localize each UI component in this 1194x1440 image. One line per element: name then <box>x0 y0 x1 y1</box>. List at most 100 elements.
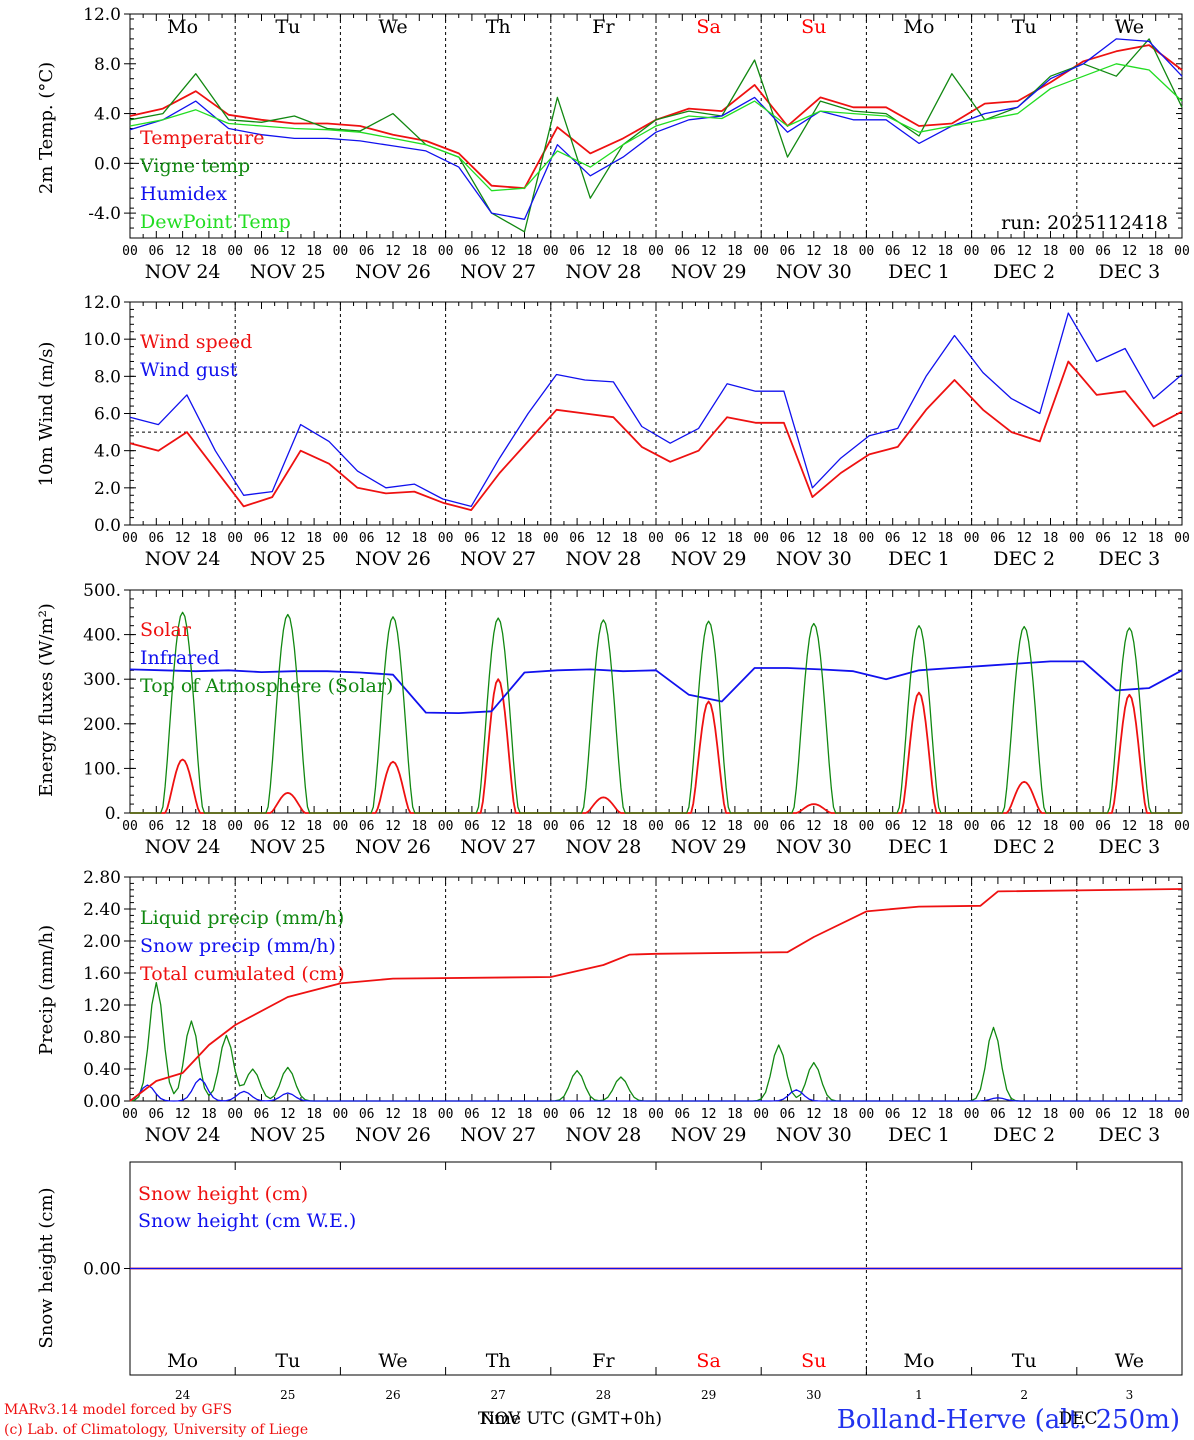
energy-hour-label: 00 <box>859 819 875 834</box>
snow-legend-blue: Snow height (cm W.E.) <box>138 1210 356 1232</box>
temperature-hour-label: 06 <box>254 244 270 259</box>
precip-date-label: DEC 3 <box>1099 1124 1161 1146</box>
temperature-hour-label: 00 <box>1174 244 1190 259</box>
temperature-hour-label: 12 <box>490 244 506 259</box>
text-layer: -4.00.04.08.012.02m Temp. (°C)00 06 12 18 00… <box>36 5 1190 1402</box>
energy-hour-label: 12 <box>596 819 612 834</box>
wind-hour-label: 00 <box>122 531 138 546</box>
wind-hour-label: 00 <box>1174 531 1190 546</box>
temperature-hour-label: 00 <box>122 244 138 259</box>
wind-hour-label: 12 <box>385 531 401 546</box>
precip-legend-red: Total cumulated (cm) <box>140 963 345 985</box>
wind-hour-label: 18 <box>937 531 953 546</box>
wind-hour-label: 18 <box>1148 531 1164 546</box>
precip-hour-label: 18 <box>201 1107 217 1122</box>
wind-hour-label: 06 <box>254 531 270 546</box>
wind-hour-label: 06 <box>780 531 796 546</box>
precip-hour-label: 12 <box>701 1107 717 1122</box>
energy-ylabel: Energy fluxes (W/m²) <box>36 603 57 797</box>
precip-hour-label: 00 <box>753 1107 769 1122</box>
temperature-hour-label: 00 <box>859 244 875 259</box>
weekday-label: Fr <box>592 1350 615 1372</box>
energy-hour-label: 06 <box>254 819 270 834</box>
precip-hour-label: 18 <box>1148 1107 1164 1122</box>
wind-hour-label: 00 <box>648 531 664 546</box>
wind-hour-label: 12 <box>911 531 927 546</box>
energy-ytick-label: 100. <box>83 759 121 779</box>
wind-ytick-label: 0.0 <box>94 516 121 536</box>
wind-ytick-label: 2.0 <box>94 479 121 499</box>
precip-hour-label: 06 <box>780 1107 796 1122</box>
wind-series-blue <box>129 312 1183 508</box>
energy-hour-label: 06 <box>464 819 480 834</box>
precip-date-label: NOV 29 <box>671 1124 747 1146</box>
energy-date-label: DEC 1 <box>888 836 950 858</box>
temperature-hour-label: 18 <box>622 244 638 259</box>
day-number-label: 3 <box>1126 1388 1134 1402</box>
temperature-ylabel: 2m Temp. (°C) <box>36 62 57 194</box>
precip-date-label: DEC 2 <box>993 1124 1055 1146</box>
energy-hour-label: 00 <box>438 819 454 834</box>
precip-hour-label: 18 <box>832 1107 848 1122</box>
temperature-legend-red: Temperature <box>140 127 264 149</box>
energy-hour-label: 18 <box>832 819 848 834</box>
temperature-hour-label: 18 <box>517 244 533 259</box>
energy-hour-label: 06 <box>674 819 690 834</box>
run-label: run: 2025112418 <box>1001 212 1168 234</box>
wind-series-red <box>129 360 1183 511</box>
temperature-legend-light_green: DewPoint Temp <box>140 211 291 233</box>
precip-hour-label: 06 <box>1095 1107 1111 1122</box>
temperature-hour-label: 06 <box>148 244 164 259</box>
temperature-date-label: NOV 27 <box>460 261 536 283</box>
weekday-label: Sa <box>696 16 720 38</box>
energy-hour-label: 18 <box>727 819 743 834</box>
weekday-label: Tu <box>275 16 300 38</box>
energy-hour-label: 12 <box>1016 819 1032 834</box>
precip-hour-label: 06 <box>674 1107 690 1122</box>
day-number-label: 24 <box>175 1388 191 1402</box>
precip-hour-label: 12 <box>280 1107 296 1122</box>
energy-legend-green: Top of Atmosphere (Solar) <box>140 675 393 697</box>
precip-hour-label: 00 <box>964 1107 980 1122</box>
temperature-series-light_green <box>129 63 1183 192</box>
energy-series-green <box>130 611 1182 814</box>
weekday-label: We <box>1115 16 1144 38</box>
temperature-ytick-label: 0.0 <box>94 154 121 174</box>
temperature-ytick-label: 12.0 <box>83 5 121 25</box>
precip-hour-label: 00 <box>122 1107 138 1122</box>
weekday-label: Su <box>801 1350 826 1372</box>
wind-hour-label: 06 <box>885 531 901 546</box>
day-number-label: 29 <box>701 1388 716 1402</box>
day-number-label: 28 <box>596 1388 611 1402</box>
wind-hour-label: 06 <box>990 531 1006 546</box>
wind-ytick-label: 4.0 <box>94 442 121 462</box>
precip-hour-label: 00 <box>438 1107 454 1122</box>
temperature-hour-label: 06 <box>990 244 1006 259</box>
day-number-label: 1 <box>915 1388 923 1402</box>
precip-hour-label: 00 <box>859 1107 875 1122</box>
energy-hour-label: 00 <box>227 819 243 834</box>
precip-hour-label: 06 <box>254 1107 270 1122</box>
precip-ytick-label: 1.60 <box>83 964 121 984</box>
energy-hour-label: 00 <box>964 819 980 834</box>
weekday-label: We <box>378 16 407 38</box>
weekday-label: Sa <box>696 1350 720 1372</box>
precip-ylabel: Precip (mm/h) <box>36 925 57 1055</box>
weekday-label: Mo <box>167 16 198 38</box>
temperature-hour-label: 18 <box>306 244 322 259</box>
energy-hour-label: 06 <box>359 819 375 834</box>
weekday-label: Th <box>486 16 511 38</box>
energy-date-label: NOV 29 <box>671 836 747 858</box>
energy-hour-label: 00 <box>753 819 769 834</box>
precip-hour-label: 06 <box>148 1107 164 1122</box>
precip-hour-label: 06 <box>885 1107 901 1122</box>
wind-hour-label: 18 <box>1043 531 1059 546</box>
wind-frame <box>129 301 1183 526</box>
precip-hour-label: 12 <box>1016 1107 1032 1122</box>
energy-hour-label: 06 <box>990 819 1006 834</box>
energy-hour-label: 12 <box>806 819 822 834</box>
weekday-label: We <box>378 1350 407 1372</box>
xaxis-title: Time UTC (GMT+0h) <box>478 1409 662 1429</box>
energy-hour-label: 06 <box>780 819 796 834</box>
